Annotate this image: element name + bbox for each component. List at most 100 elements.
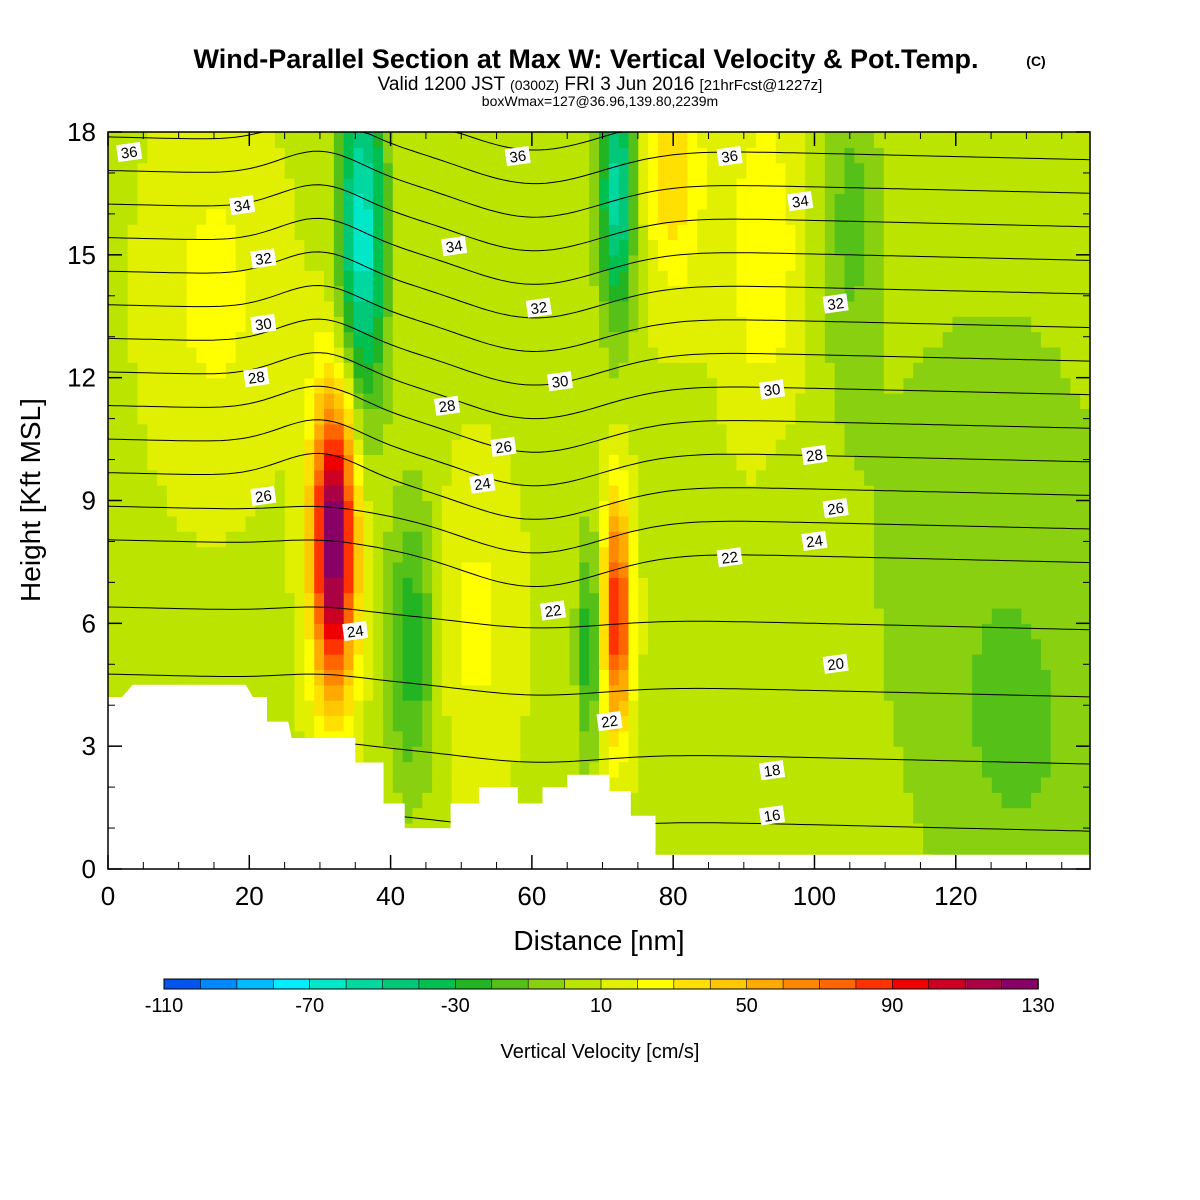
w-cell [186,561,197,578]
w-cell [1031,684,1042,701]
w-cell [1011,331,1022,348]
w-cell [1040,792,1052,809]
w-cell [864,331,875,348]
w-cell [638,270,649,287]
w-cell [490,669,502,686]
w-cell [667,592,679,609]
w-cell [540,485,551,502]
w-cell [510,592,522,609]
w-cell [932,623,944,640]
w-cell [137,546,148,563]
w-cell [451,224,463,241]
w-cell [775,531,787,548]
w-cell [1050,208,1062,225]
w-cell [451,469,463,486]
w-cell [707,254,718,271]
w-cell [500,684,512,701]
theta-contour-label: 36 [716,146,743,167]
w-cell [697,638,708,655]
colorbar-bin [709,978,748,990]
w-cell [883,362,895,379]
w-cell [137,423,148,440]
w-cell [461,776,472,793]
w-cell [412,485,423,502]
w-cell [952,746,963,763]
w-cell [972,439,983,456]
w-cell [687,485,698,502]
w-cell [324,469,335,486]
w-cell [402,408,414,425]
w-cell [314,147,325,164]
w-cell [127,362,139,379]
w-cell [274,147,286,164]
w-cell [471,377,482,394]
w-cell [373,270,384,287]
w-cell [736,454,747,471]
w-cell [510,423,522,440]
w-cell [746,776,757,793]
w-cell [844,162,855,179]
w-cell [854,623,865,640]
w-cell [991,362,1003,379]
w-cell [304,546,315,563]
w-cell [608,485,620,502]
w-cell [235,454,247,471]
theta-contour-line [107,673,1091,698]
w-cell [176,592,188,609]
w-cell [510,607,522,624]
w-cell [166,132,178,148]
w-cell [589,239,600,256]
w-cell [157,561,168,578]
w-cell [451,561,463,578]
w-cell [765,638,777,655]
w-cell [765,270,777,287]
w-cell [1011,193,1022,210]
w-cell [1031,469,1042,486]
w-cell [481,592,492,609]
w-cell [864,700,875,717]
w-cell [893,607,905,624]
w-cell [108,316,119,333]
w-cell [1001,147,1013,164]
w-cell [235,285,247,302]
w-cell [461,254,472,271]
w-cell [716,362,728,379]
w-cell [304,331,315,348]
w-cell [893,654,905,670]
w-cell [157,377,168,394]
box-info: boxWmax=127@36.96,139.80,2239m [482,93,718,109]
w-cell [382,393,394,409]
w-cell [795,224,806,241]
w-cell [166,500,178,517]
w-cell [471,577,482,594]
w-cell [392,439,404,456]
w-cell [932,377,944,394]
w-cell [913,300,924,317]
w-cell [363,730,374,747]
w-cell [314,316,325,333]
w-cell [883,393,895,409]
w-cell [441,331,453,348]
y-tick-label: 9 [82,486,96,516]
w-cell [981,254,993,271]
w-cell [599,669,610,686]
w-cell [216,178,227,195]
w-cell [707,807,718,824]
w-cell [687,515,698,532]
w-cell [176,362,188,379]
w-cell [589,254,600,271]
w-cell [677,178,688,195]
w-cell [235,669,247,686]
w-cell [304,239,315,256]
w-cell [432,577,443,594]
w-cell [510,224,522,241]
w-cell [805,792,816,809]
w-cell [530,408,541,425]
w-cell [235,300,247,317]
w-cell [628,331,639,348]
w-cell [638,377,649,394]
w-cell [127,607,139,624]
w-cell [117,500,129,517]
w-cell [864,838,875,855]
